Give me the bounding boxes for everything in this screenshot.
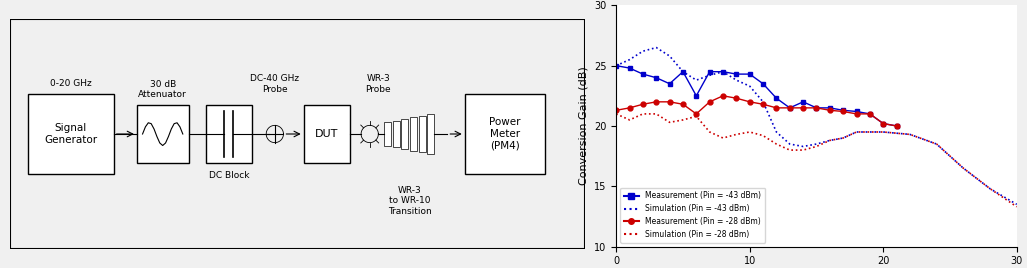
- Text: WR-3
to WR-10
Transition: WR-3 to WR-10 Transition: [388, 186, 431, 215]
- Text: DC-40 GHz
Probe: DC-40 GHz Probe: [251, 74, 300, 94]
- Text: 30 dB
Attenuator: 30 dB Attenuator: [139, 80, 187, 99]
- Bar: [464, 94, 545, 174]
- Y-axis label: Conversion Gain (dB): Conversion Gain (dB): [578, 66, 588, 185]
- Bar: [427, 114, 434, 154]
- Bar: [402, 119, 409, 149]
- Bar: [28, 94, 114, 174]
- Bar: [419, 116, 425, 152]
- Text: DC Block: DC Block: [208, 171, 250, 180]
- Bar: [137, 105, 189, 163]
- Text: Signal
Generator: Signal Generator: [44, 123, 98, 145]
- Text: Power
Meter
(PM4): Power Meter (PM4): [489, 117, 521, 151]
- Bar: [205, 105, 252, 163]
- Bar: [392, 121, 400, 147]
- Text: WR-3
Probe: WR-3 Probe: [366, 74, 391, 94]
- Text: 0-20 GHz: 0-20 GHz: [49, 79, 91, 88]
- Bar: [304, 105, 349, 163]
- Bar: [410, 117, 417, 151]
- Legend: Measurement (Pin = -43 dBm), Simulation (Pin = -43 dBm), Measurement (Pin = -28 : Measurement (Pin = -43 dBm), Simulation …: [620, 188, 765, 243]
- Text: DUT: DUT: [315, 129, 338, 139]
- Bar: [384, 122, 391, 146]
